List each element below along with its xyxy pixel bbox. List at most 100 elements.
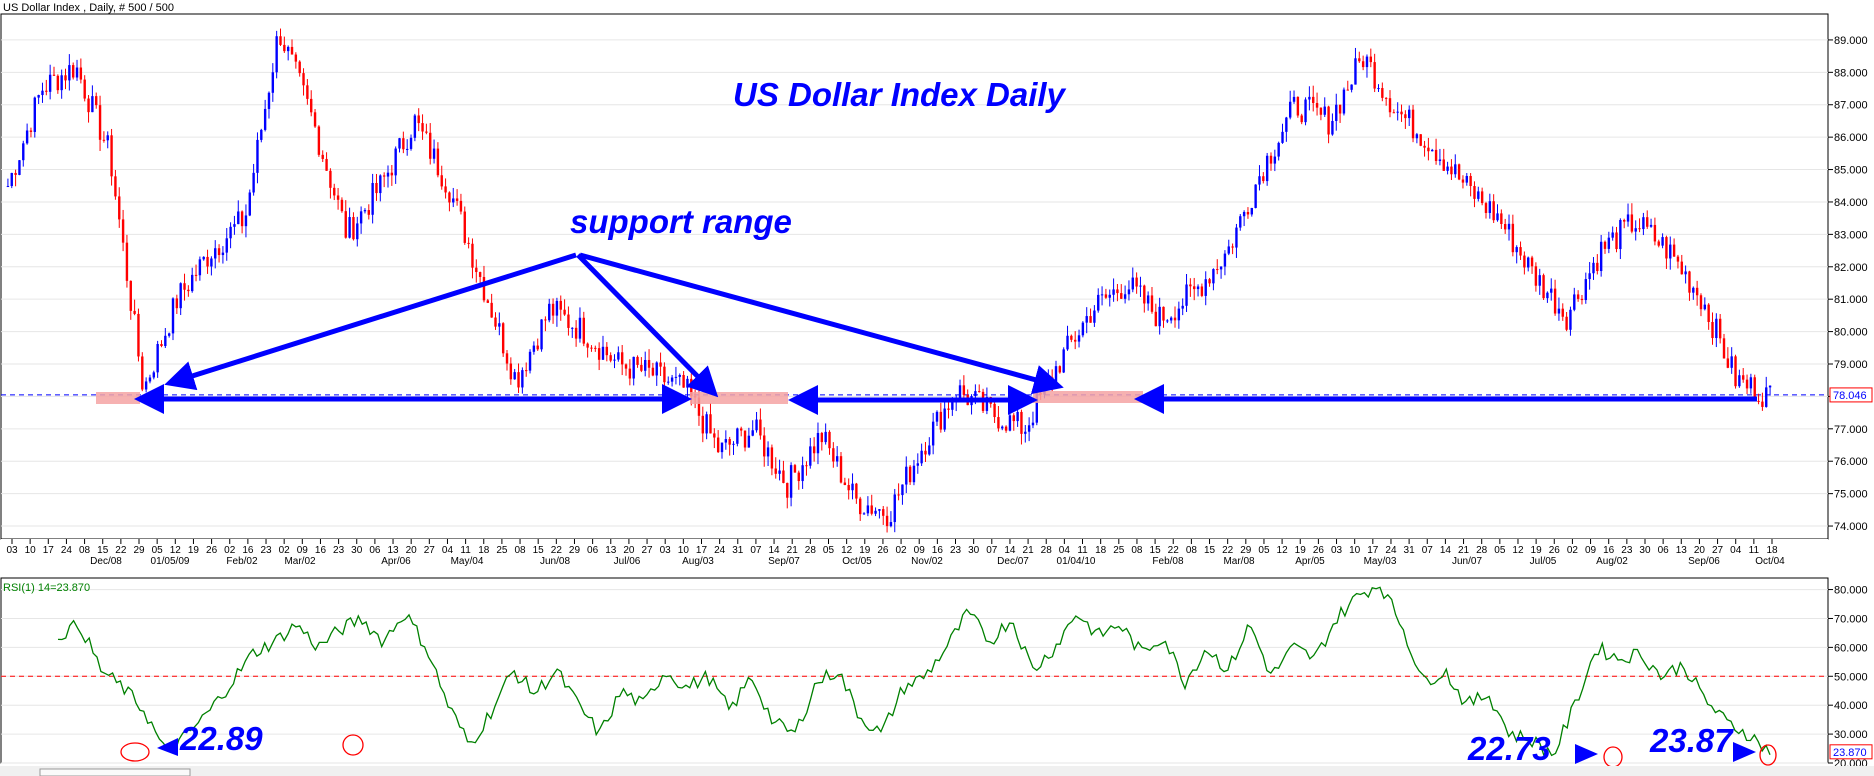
candle-body bbox=[1546, 292, 1549, 299]
candle-body bbox=[194, 274, 198, 276]
candle-body bbox=[202, 256, 205, 260]
x-day-tick-label: 03 bbox=[6, 545, 18, 556]
candle-body bbox=[636, 356, 639, 365]
candle-body bbox=[770, 447, 774, 469]
candle-body bbox=[851, 483, 854, 491]
x-day-tick-label: 19 bbox=[188, 545, 200, 556]
candle-body bbox=[778, 470, 781, 474]
candle-body bbox=[1300, 115, 1303, 123]
candle-body bbox=[1273, 156, 1277, 164]
candle-body bbox=[958, 385, 962, 399]
candle-body bbox=[183, 283, 186, 290]
x-day-tick-label: 22 bbox=[1222, 545, 1234, 556]
candle-body bbox=[71, 65, 75, 78]
candle-body bbox=[1408, 109, 1411, 119]
rsi-y-tick-label: 60.000 bbox=[1834, 642, 1868, 654]
candle-body bbox=[1304, 99, 1307, 123]
candle-body bbox=[1503, 224, 1507, 230]
candle-body bbox=[786, 482, 789, 498]
x-month-tick-label: May/03 bbox=[1364, 556, 1397, 567]
candle-body bbox=[824, 431, 827, 443]
candle-body bbox=[6, 186, 10, 188]
candle-body bbox=[590, 347, 593, 349]
rsi-y-tick-label: 70.000 bbox=[1834, 613, 1868, 625]
x-day-tick-label: 05 bbox=[1258, 545, 1270, 556]
candle-body bbox=[1734, 356, 1737, 387]
candle-body bbox=[935, 411, 939, 422]
price-y-tick-label: 76.000 bbox=[1834, 456, 1868, 468]
candle-body bbox=[37, 95, 40, 98]
candle-body bbox=[920, 450, 923, 464]
candle-body bbox=[252, 172, 255, 193]
candle-body bbox=[1200, 286, 1204, 296]
candle-body bbox=[874, 510, 877, 514]
candle-body bbox=[1676, 256, 1680, 262]
candle-body bbox=[501, 323, 505, 354]
candle-body bbox=[1181, 305, 1184, 309]
candle-body bbox=[102, 139, 106, 141]
x-day-tick-label: 23 bbox=[333, 545, 345, 556]
candle-body bbox=[352, 217, 355, 240]
x-day-tick-label: 23 bbox=[1621, 545, 1633, 556]
candle-body bbox=[667, 381, 670, 383]
candle-body bbox=[1135, 277, 1138, 287]
candle-body bbox=[1285, 117, 1288, 132]
candle-body bbox=[45, 90, 48, 92]
candle-body bbox=[137, 313, 140, 357]
x-day-tick-label: 09 bbox=[914, 545, 926, 556]
candle-body bbox=[1031, 422, 1035, 426]
candle-body bbox=[148, 377, 152, 382]
candle-body bbox=[1361, 61, 1365, 68]
candle-body bbox=[286, 46, 290, 52]
candle-body bbox=[1596, 262, 1599, 272]
candle-body bbox=[79, 67, 83, 80]
x-month-tick-label: Jun/08 bbox=[540, 556, 570, 567]
candle-body bbox=[782, 470, 785, 483]
rsi-low-circle-4 bbox=[1759, 744, 1777, 766]
candle-body bbox=[367, 210, 370, 215]
candle-body bbox=[732, 443, 735, 445]
candle-body bbox=[1768, 385, 1772, 388]
x-day-tick-label: 16 bbox=[315, 545, 327, 556]
candle-body bbox=[1001, 426, 1004, 429]
candle-body bbox=[206, 256, 209, 267]
price-y-tick-label: 82.000 bbox=[1834, 262, 1868, 274]
x-day-tick-label: 17 bbox=[696, 545, 708, 556]
candle-body bbox=[1365, 56, 1369, 68]
x-day-tick-label: 15 bbox=[1204, 545, 1216, 556]
x-day-tick-label: 08 bbox=[514, 545, 526, 556]
candle-body bbox=[1411, 109, 1415, 139]
price-y-tick-label: 74.000 bbox=[1834, 521, 1868, 533]
candle-body bbox=[1112, 289, 1115, 295]
candle-body bbox=[713, 433, 716, 438]
candle-body bbox=[993, 403, 996, 418]
x-day-tick-label: 02 bbox=[279, 545, 291, 556]
x-day-tick-label: 08 bbox=[1186, 545, 1198, 556]
candle-body bbox=[440, 175, 443, 187]
price-y-tick-label: 83.000 bbox=[1834, 229, 1868, 241]
x-month-tick-label: Jun/07 bbox=[1452, 556, 1482, 567]
candle-body bbox=[567, 314, 570, 328]
candle-body bbox=[1438, 159, 1442, 161]
x-month-tick-label: Dec/07 bbox=[997, 556, 1029, 567]
x-day-tick-label: 16 bbox=[242, 545, 254, 556]
candle-body bbox=[1097, 294, 1100, 311]
candle-body bbox=[1703, 304, 1707, 310]
bottom-tab[interactable] bbox=[39, 768, 191, 776]
x-month-tick-label: Sep/07 bbox=[768, 556, 800, 567]
candle-body bbox=[283, 44, 286, 52]
candle-body bbox=[1296, 96, 1300, 116]
x-day-tick-label: 28 bbox=[1476, 545, 1488, 556]
candle-body bbox=[1281, 131, 1284, 143]
candle-body bbox=[1131, 277, 1134, 290]
last-price-label: 78.046 bbox=[1833, 390, 1867, 402]
price-y-tick-label: 77.000 bbox=[1834, 424, 1868, 436]
candle-body bbox=[835, 456, 839, 462]
x-day-tick-label: 10 bbox=[25, 545, 37, 556]
candle-body bbox=[390, 172, 394, 176]
candle-body bbox=[1123, 294, 1127, 299]
x-day-tick-label: 21 bbox=[1458, 545, 1470, 556]
candle-body bbox=[1423, 145, 1426, 148]
candle-body bbox=[1354, 58, 1357, 85]
candle-body bbox=[1058, 366, 1062, 373]
